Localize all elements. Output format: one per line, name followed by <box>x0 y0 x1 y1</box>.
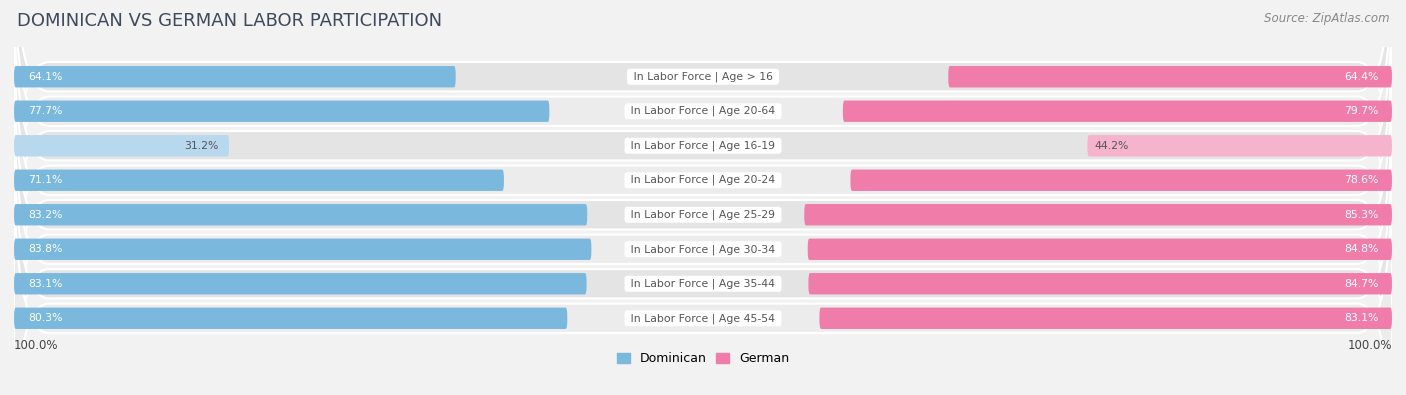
FancyBboxPatch shape <box>807 239 1392 260</box>
FancyBboxPatch shape <box>948 66 1392 87</box>
FancyBboxPatch shape <box>14 23 1392 338</box>
Text: In Labor Force | Age 35-44: In Labor Force | Age 35-44 <box>627 278 779 289</box>
Text: 83.8%: 83.8% <box>28 244 62 254</box>
Text: In Labor Force | Age 20-24: In Labor Force | Age 20-24 <box>627 175 779 186</box>
FancyBboxPatch shape <box>14 0 1392 235</box>
FancyBboxPatch shape <box>14 273 586 294</box>
Text: In Labor Force | Age 20-64: In Labor Force | Age 20-64 <box>627 106 779 117</box>
Text: 83.2%: 83.2% <box>28 210 62 220</box>
Text: Source: ZipAtlas.com: Source: ZipAtlas.com <box>1264 12 1389 25</box>
Text: 85.3%: 85.3% <box>1344 210 1378 220</box>
FancyBboxPatch shape <box>14 169 503 191</box>
FancyBboxPatch shape <box>14 101 550 122</box>
FancyBboxPatch shape <box>14 239 592 260</box>
Text: 100.0%: 100.0% <box>14 339 59 352</box>
FancyBboxPatch shape <box>14 0 1392 269</box>
FancyBboxPatch shape <box>14 135 229 156</box>
Text: 80.3%: 80.3% <box>28 313 62 323</box>
Text: 84.8%: 84.8% <box>1344 244 1378 254</box>
FancyBboxPatch shape <box>14 91 1392 395</box>
FancyBboxPatch shape <box>804 204 1392 226</box>
FancyBboxPatch shape <box>14 66 456 87</box>
Text: 64.4%: 64.4% <box>1344 72 1378 82</box>
Text: In Labor Force | Age 45-54: In Labor Force | Age 45-54 <box>627 313 779 324</box>
Legend: Dominican, German: Dominican, German <box>617 352 789 365</box>
Text: 44.2%: 44.2% <box>1094 141 1129 151</box>
FancyBboxPatch shape <box>842 101 1392 122</box>
Text: 71.1%: 71.1% <box>28 175 62 185</box>
Text: 31.2%: 31.2% <box>184 141 219 151</box>
Text: 77.7%: 77.7% <box>28 106 62 116</box>
FancyBboxPatch shape <box>14 204 588 226</box>
Text: 79.7%: 79.7% <box>1344 106 1378 116</box>
FancyBboxPatch shape <box>14 57 1392 372</box>
Text: In Labor Force | Age > 16: In Labor Force | Age > 16 <box>630 71 776 82</box>
FancyBboxPatch shape <box>14 0 1392 304</box>
Text: 84.7%: 84.7% <box>1344 279 1378 289</box>
Text: 100.0%: 100.0% <box>1347 339 1392 352</box>
Text: 78.6%: 78.6% <box>1344 175 1378 185</box>
Text: 83.1%: 83.1% <box>28 279 62 289</box>
FancyBboxPatch shape <box>820 308 1392 329</box>
Text: 64.1%: 64.1% <box>28 72 62 82</box>
FancyBboxPatch shape <box>808 273 1392 294</box>
FancyBboxPatch shape <box>14 126 1392 395</box>
Text: In Labor Force | Age 25-29: In Labor Force | Age 25-29 <box>627 209 779 220</box>
Text: DOMINICAN VS GERMAN LABOR PARTICIPATION: DOMINICAN VS GERMAN LABOR PARTICIPATION <box>17 12 441 30</box>
Text: In Labor Force | Age 30-34: In Labor Force | Age 30-34 <box>627 244 779 254</box>
FancyBboxPatch shape <box>1087 135 1392 156</box>
FancyBboxPatch shape <box>14 308 567 329</box>
FancyBboxPatch shape <box>14 160 1392 395</box>
Text: 83.1%: 83.1% <box>1344 313 1378 323</box>
FancyBboxPatch shape <box>851 169 1392 191</box>
Text: In Labor Force | Age 16-19: In Labor Force | Age 16-19 <box>627 141 779 151</box>
